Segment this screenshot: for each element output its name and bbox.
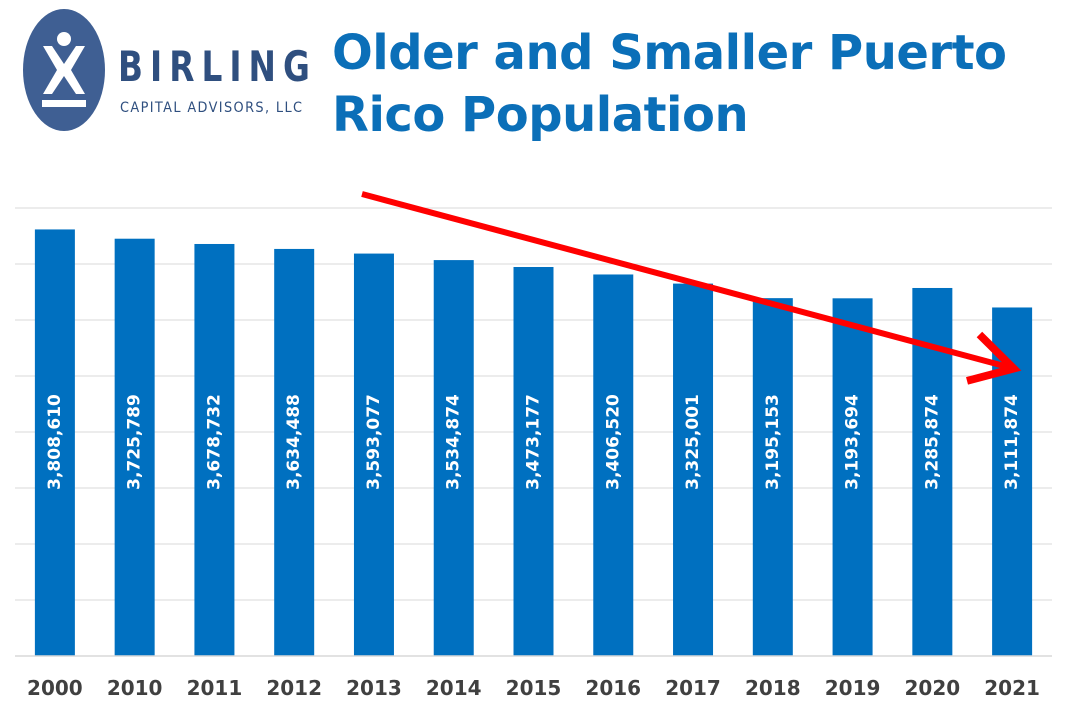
bar-value-label: 3,534,874 — [444, 394, 464, 490]
x-tick-label: 2011 — [187, 676, 243, 700]
bar — [274, 248, 315, 656]
x-tick-label: 2015 — [506, 676, 562, 700]
x-tick-label: 2000 — [27, 676, 83, 700]
bar-value-label: 3,325,001 — [683, 394, 703, 490]
logo-tagline: CAPITAL ADVISORS, LLC — [120, 100, 304, 116]
bar-value-label: 3,593,077 — [364, 394, 384, 490]
bar — [593, 274, 634, 656]
x-tick-label: 2021 — [984, 676, 1040, 700]
bar — [34, 229, 75, 657]
x-tick-labels: 2000 2010 2011 2012 2013 2014 2015 2016 2017 2018… — [27, 676, 1040, 700]
bar — [433, 260, 474, 656]
bar-value-label: 3,195,153 — [763, 394, 783, 490]
x-tick-label: 2019 — [825, 676, 881, 700]
trend-arrow — [361, 191, 1022, 385]
x-tick-label: 2014 — [426, 676, 482, 700]
logo-wordmark: BIRLING — [118, 42, 317, 91]
data-labels: 3,808,610 3,725,789 3,678,732 3,634,488 3,59… — [45, 394, 1022, 490]
bar-value-label: 3,634,488 — [284, 394, 304, 490]
bar-value-label: 3,193,694 — [843, 394, 863, 490]
bar — [673, 283, 714, 656]
bar-value-label: 3,725,789 — [125, 394, 145, 490]
bar-value-label: 3,473,177 — [524, 394, 544, 490]
bar-value-label: 3,406,520 — [603, 394, 623, 490]
bar — [752, 298, 793, 656]
x-tick-label: 2018 — [745, 676, 801, 700]
x-tick-label: 2020 — [905, 676, 961, 700]
bar-value-label: 3,111,874 — [1002, 394, 1022, 490]
bar — [194, 243, 235, 657]
birling-emblem-icon — [23, 9, 105, 131]
bar-value-label: 3,808,610 — [45, 394, 65, 490]
x-tick-label: 2013 — [346, 676, 402, 700]
x-tick-label: 2017 — [665, 676, 721, 700]
x-tick-label: 2012 — [266, 676, 322, 700]
chart-title: Older and Smaller Puerto Rico Population — [332, 25, 1007, 143]
bar-value-label: 3,285,874 — [922, 394, 942, 490]
bar — [114, 238, 155, 656]
birling-logo: BIRLING CAPITAL ADVISORS, LLC — [22, 8, 312, 133]
x-tick-label: 2016 — [585, 676, 641, 700]
bar-value-label: 3,678,732 — [204, 394, 224, 490]
bar — [353, 253, 394, 656]
x-tick-label: 2010 — [107, 676, 163, 700]
bar — [832, 298, 873, 656]
bar — [513, 267, 554, 656]
